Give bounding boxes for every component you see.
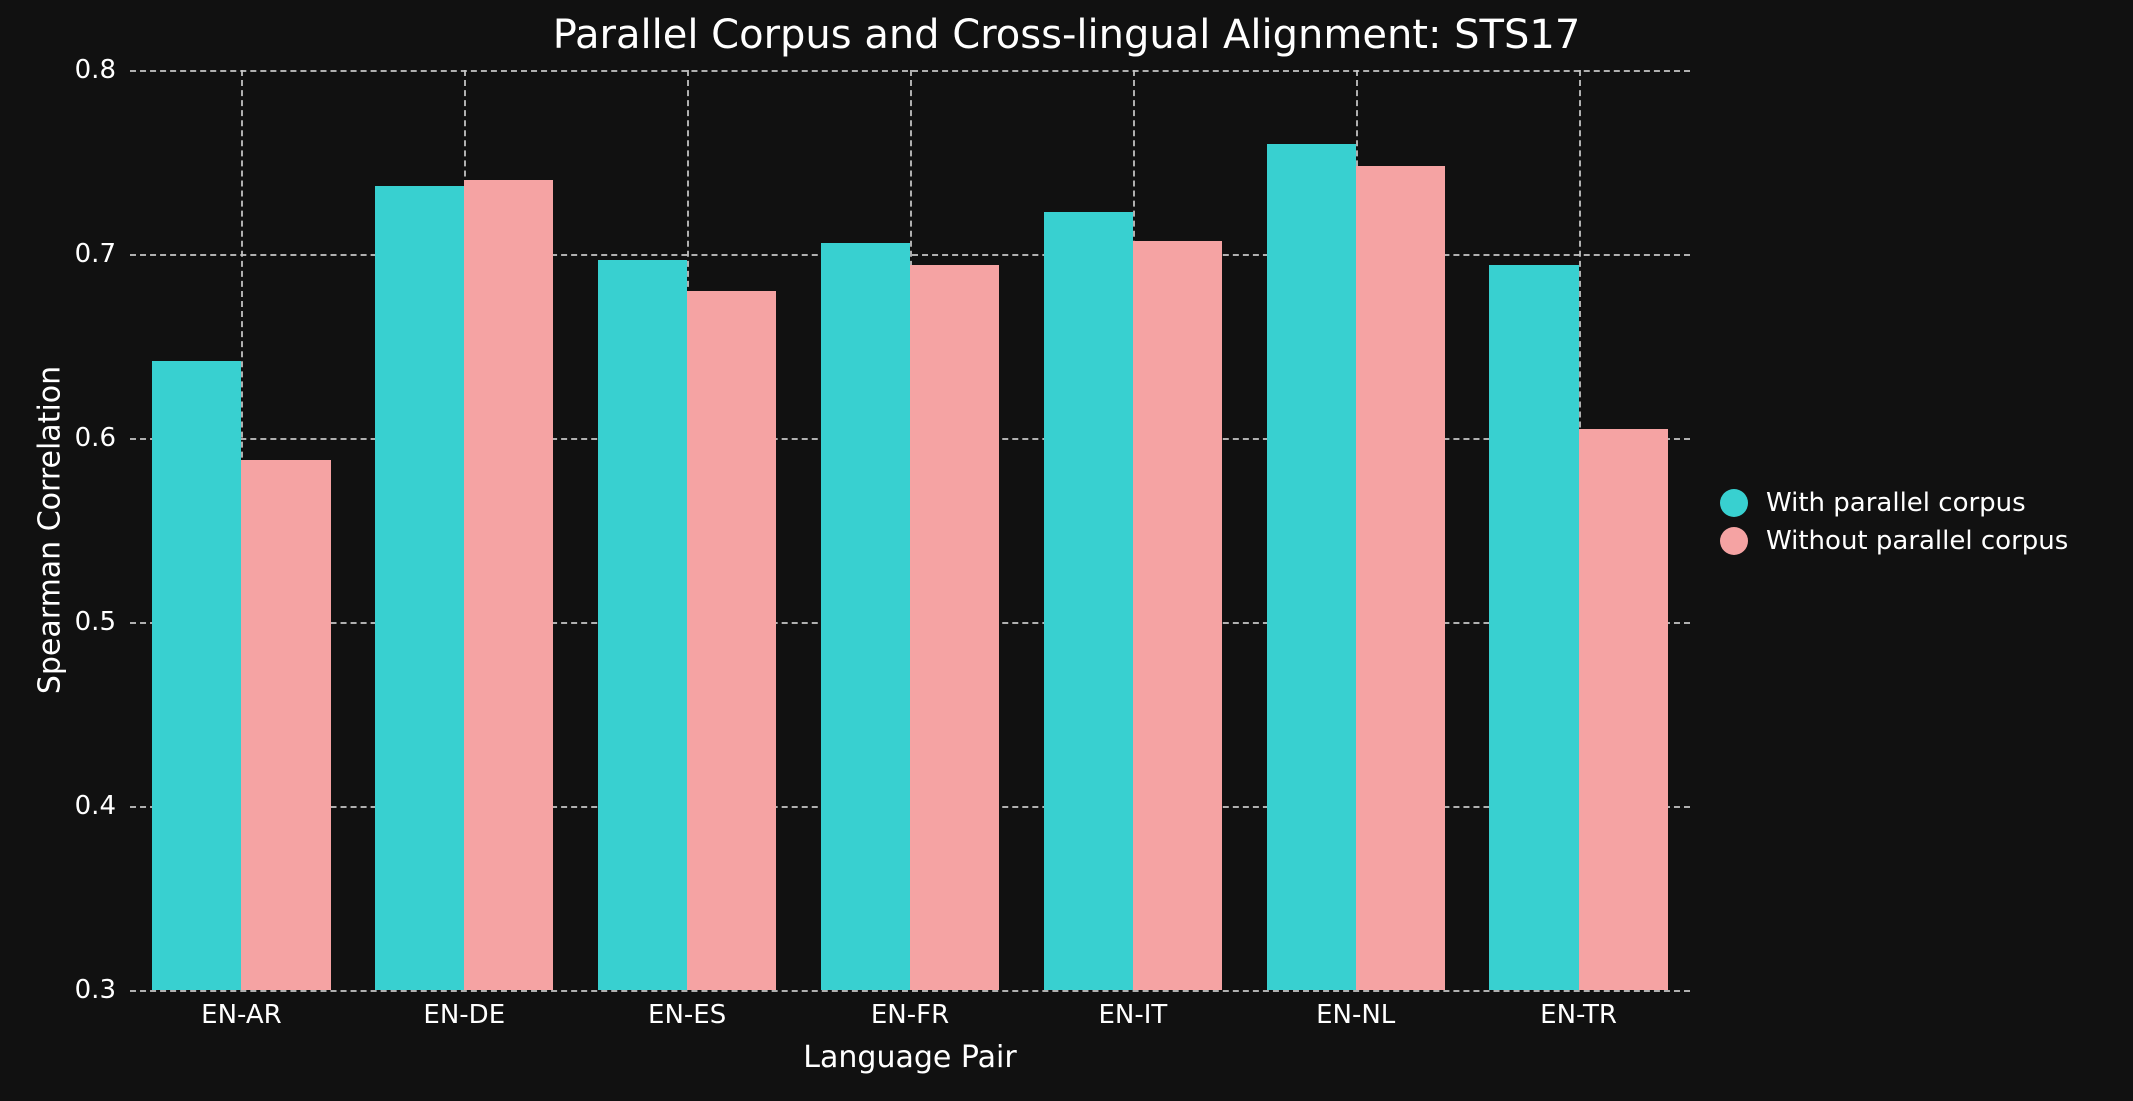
bar bbox=[821, 243, 910, 990]
x-tick-label: EN-FR bbox=[871, 1000, 949, 1030]
bar bbox=[375, 186, 464, 990]
bar bbox=[687, 291, 776, 990]
figure: Parallel Corpus and Cross-lingual Alignm… bbox=[0, 0, 2133, 1101]
y-axis-label: Spearman Correlation bbox=[33, 366, 68, 694]
y-tick-label: 0.8 bbox=[75, 55, 116, 85]
bar bbox=[152, 361, 241, 990]
legend-item: Without parallel corpus bbox=[1720, 526, 2068, 556]
x-tick-label: EN-TR bbox=[1540, 1000, 1617, 1030]
y-tick-label: 0.7 bbox=[75, 239, 116, 269]
y-tick-label: 0.3 bbox=[75, 975, 116, 1005]
bar bbox=[1044, 212, 1133, 990]
x-tick-label: EN-DE bbox=[423, 1000, 505, 1030]
legend-label: Without parallel corpus bbox=[1766, 526, 2068, 556]
x-tick-label: EN-IT bbox=[1098, 1000, 1167, 1030]
bar bbox=[598, 260, 687, 990]
y-tick-label: 0.6 bbox=[75, 423, 116, 453]
legend: With parallel corpus Without parallel cor… bbox=[1720, 480, 2068, 564]
bar bbox=[1133, 241, 1222, 990]
bar bbox=[910, 265, 999, 990]
bar bbox=[1489, 265, 1578, 990]
bar bbox=[464, 180, 553, 990]
bar bbox=[1356, 166, 1445, 990]
bar bbox=[241, 460, 330, 990]
bar bbox=[1267, 144, 1356, 990]
bar bbox=[1579, 429, 1668, 990]
x-tick-label: EN-NL bbox=[1316, 1000, 1395, 1030]
y-tick-label: 0.4 bbox=[75, 791, 116, 821]
x-tick-label: EN-ES bbox=[648, 1000, 726, 1030]
chart-title: Parallel Corpus and Cross-lingual Alignm… bbox=[0, 12, 2133, 58]
x-axis-label: Language Pair bbox=[803, 1040, 1016, 1075]
legend-marker-icon bbox=[1720, 489, 1748, 517]
plot-area: 0.30.40.50.60.70.8EN-AREN-DEEN-ESEN-FREN… bbox=[130, 70, 1690, 990]
legend-item: With parallel corpus bbox=[1720, 488, 2068, 518]
legend-label: With parallel corpus bbox=[1766, 488, 2026, 518]
legend-marker-icon bbox=[1720, 527, 1748, 555]
y-tick-label: 0.5 bbox=[75, 607, 116, 637]
gridline-horizontal bbox=[130, 990, 1690, 992]
x-tick-label: EN-AR bbox=[201, 1000, 282, 1030]
